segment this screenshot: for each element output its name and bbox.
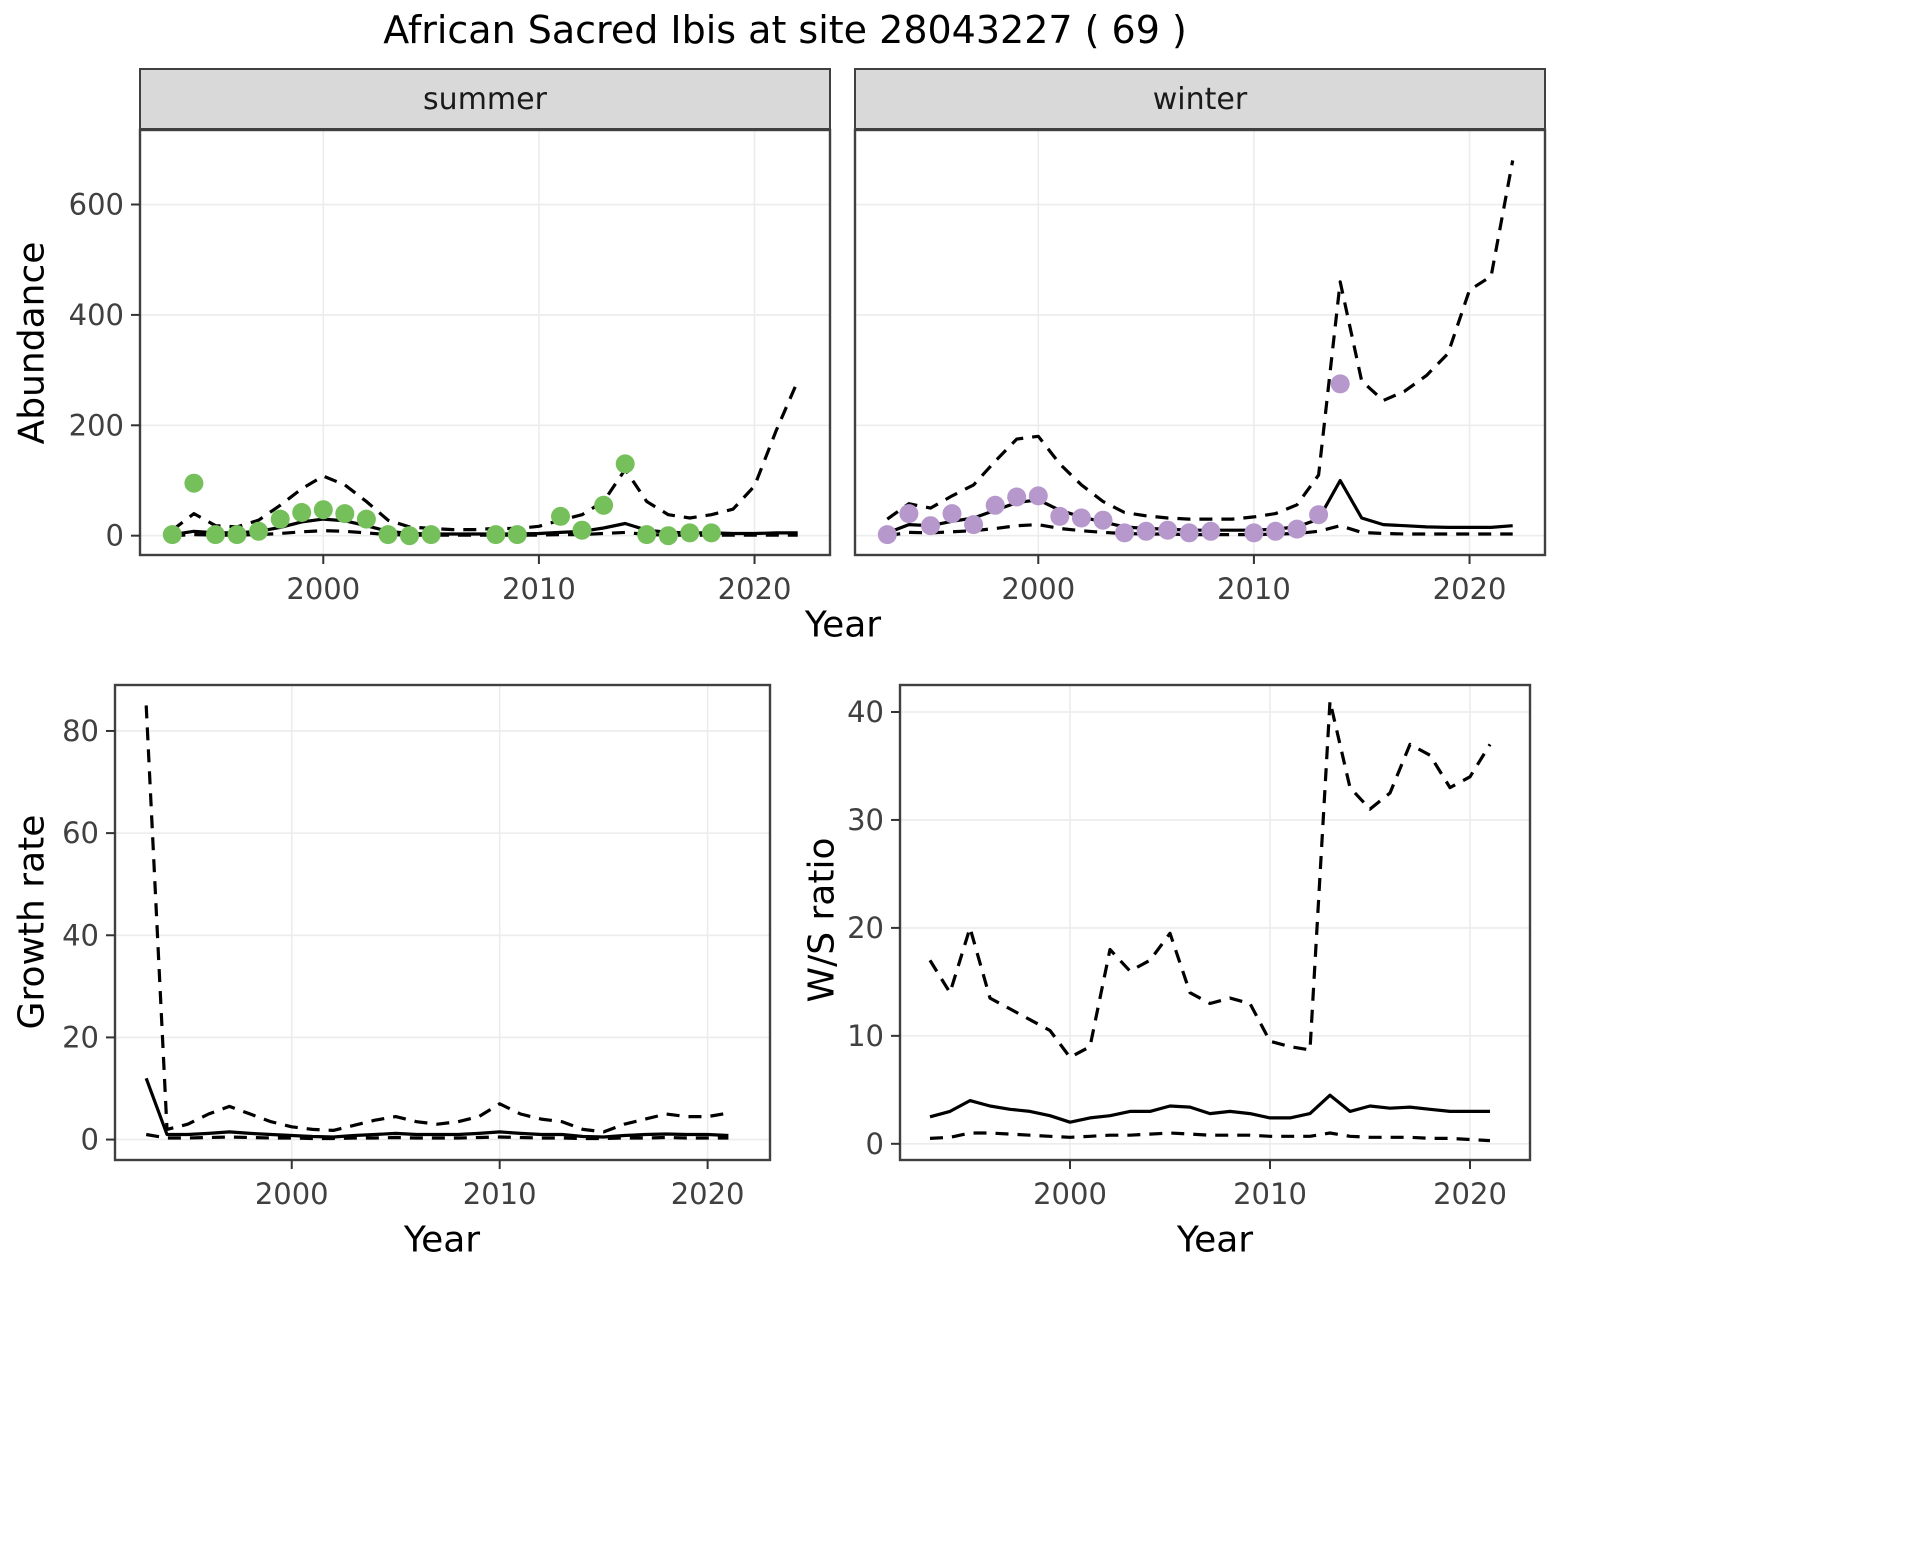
svg-text:80: 80: [62, 714, 99, 748]
svg-text:10: 10: [847, 1019, 884, 1053]
svg-text:400: 400: [69, 298, 124, 332]
panel-growth-rate: 2000 2010 2020 0 20 40 60 80: [62, 683, 772, 1211]
panel-abundance-winter: 2000 2010 2020: [853, 128, 1547, 606]
x-axis-label-year-top: Year: [804, 604, 882, 646]
svg-text:200: 200: [69, 408, 124, 442]
svg-text:600: 600: [69, 188, 124, 222]
facet-strip-summer: summer: [139, 68, 831, 130]
y-axis-label-abundance: Abundance: [11, 241, 53, 445]
svg-text:2020: 2020: [1433, 572, 1507, 606]
svg-text:2020: 2020: [718, 572, 792, 606]
svg-text:0: 0: [866, 1127, 884, 1161]
svg-text:2020: 2020: [671, 1177, 745, 1211]
panel-ws-ratio: 2000 2010 2020 0 10 20 30 40: [847, 683, 1532, 1211]
svg-text:2020: 2020: [1433, 1177, 1507, 1211]
svg-text:2010: 2010: [502, 572, 576, 606]
svg-text:40: 40: [847, 695, 884, 729]
svg-text:2000: 2000: [1033, 1177, 1107, 1211]
svg-text:0: 0: [106, 519, 124, 553]
facet-strip-summer-label: summer: [423, 81, 547, 117]
y-axis-label-ws-ratio: W/S ratio: [801, 837, 843, 1003]
y-axis-label-growth-rate: Growth rate: [11, 814, 53, 1030]
svg-text:20: 20: [62, 1020, 99, 1054]
x-axis-label-year-bottom-left: Year: [403, 1219, 481, 1261]
facet-strip-winter: winter: [854, 68, 1546, 130]
svg-text:60: 60: [62, 816, 99, 850]
x-axis-label-year-bottom-right: Year: [1176, 1219, 1254, 1261]
svg-text:2000: 2000: [255, 1177, 329, 1211]
svg-text:2010: 2010: [1217, 572, 1291, 606]
svg-text:2010: 2010: [1233, 1177, 1307, 1211]
svg-text:2000: 2000: [286, 572, 360, 606]
svg-text:2010: 2010: [463, 1177, 537, 1211]
panel-abundance-summer: 2000 2010 2020 0 200 400 600: [69, 128, 832, 606]
svg-text:40: 40: [62, 918, 99, 952]
svg-text:30: 30: [847, 803, 884, 837]
svg-text:0: 0: [81, 1123, 99, 1157]
facet-strip-winter-label: winter: [1152, 81, 1248, 117]
svg-text:2000: 2000: [1001, 572, 1075, 606]
svg-text:20: 20: [847, 911, 884, 945]
chart-title: African Sacred Ibis at site 28043227 ( 6…: [383, 8, 1187, 52]
